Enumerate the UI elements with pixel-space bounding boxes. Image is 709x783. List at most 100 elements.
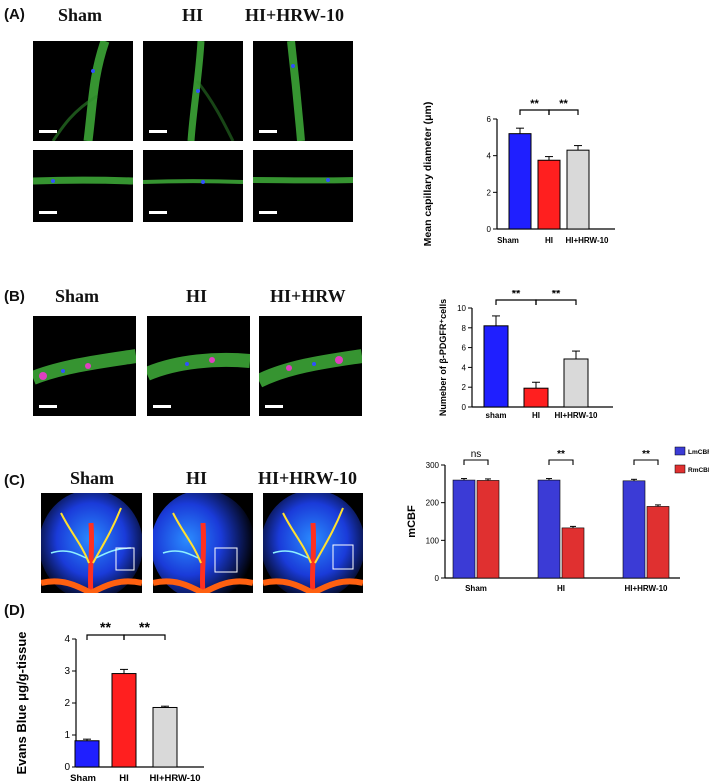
panel-c-label-hi: HI — [186, 468, 208, 488]
panel-letter-c: (C) — [4, 472, 25, 489]
bar — [622, 480, 646, 579]
significance-label: ** — [552, 290, 561, 300]
y-tick-label: 6 — [487, 115, 492, 124]
vessel-image — [33, 349, 136, 385]
scale-bar — [153, 405, 171, 408]
significance-label: ** — [100, 619, 111, 635]
micrograph-a-hrw-bottom — [253, 150, 353, 222]
y-axis-label: Evans Blue μg/g-tissue — [14, 631, 29, 774]
bar — [523, 387, 549, 408]
y-axis-label: mCBF — [406, 505, 418, 538]
y-tick-label: 300 — [426, 461, 440, 470]
significance-label: ** — [557, 449, 565, 460]
y-axis-label: Numeber of β-PDGFR⁺cells — [438, 299, 448, 416]
micrograph-a-sham-bottom — [33, 150, 133, 222]
legend-label: LmCBF — [688, 449, 709, 456]
chart-b-pdgfr-cells: 0 2 4 6 8 10 Numeber of β-PDGFR⁺cells sham HI HI+… — [438, 290, 613, 420]
bar — [74, 740, 100, 768]
bar — [646, 506, 670, 579]
y-tick-label: 8 — [462, 324, 467, 333]
y-tick-label: 200 — [426, 499, 440, 508]
bar — [537, 159, 561, 230]
x-tick-label: HI — [557, 584, 565, 593]
significance-bracket — [535, 299, 577, 305]
panel-a-label-sham: Sham — [58, 5, 103, 25]
legend-swatch — [674, 464, 686, 474]
y-tick-label: 10 — [457, 304, 466, 313]
x-tick-label: Sham — [497, 236, 519, 245]
bar — [483, 325, 509, 408]
laser-doppler-image — [153, 493, 253, 593]
y-tick-label: 0 — [64, 762, 70, 773]
y-tick-label: 1 — [64, 730, 70, 741]
y-tick-label: 0 — [435, 574, 440, 583]
panel-b-label-hi: HI — [186, 286, 208, 306]
significance-bracket — [548, 459, 574, 465]
vessel-image — [287, 41, 305, 141]
significance-bracket — [519, 109, 550, 115]
y-tick-label: 100 — [426, 536, 440, 545]
significance-label: ** — [642, 449, 650, 460]
panel-letter-d: (D) — [4, 602, 25, 619]
vessel-image — [253, 177, 353, 184]
micrograph-b-hrw — [259, 316, 362, 416]
chart-a-capillary-diameter: 0 2 4 6 Mean capillary diameter (μm) Sham HI HI… — [422, 98, 615, 247]
vessel-image — [33, 176, 133, 185]
scale-bar — [259, 130, 277, 133]
bar — [537, 479, 561, 579]
panel-c-label-sham: Sham — [70, 468, 115, 488]
scale-bar — [39, 405, 57, 408]
panel-letter-b: (B) — [4, 288, 25, 305]
significance-bracket — [86, 634, 125, 640]
x-tick-label: HI+HRW-10 — [565, 236, 609, 245]
bar — [508, 133, 532, 230]
significance-label: ns — [471, 449, 482, 460]
vessel-image — [143, 179, 243, 184]
panel-b-label-sham: Sham — [55, 286, 100, 306]
scale-bar — [149, 130, 167, 133]
x-tick-label: HI — [532, 411, 540, 420]
y-tick-label: 4 — [64, 634, 70, 645]
micrograph-b-hi — [147, 316, 250, 416]
bar — [563, 358, 589, 408]
perfusion-image-hrw — [263, 493, 363, 593]
panel-c-label-hrw: HI+HRW-10 — [258, 468, 357, 488]
y-tick-label: 4 — [462, 363, 467, 372]
x-tick-label: HI+HRW-10 — [554, 411, 598, 420]
x-tick-label: Sham — [465, 584, 487, 593]
x-tick-label: HI — [545, 236, 553, 245]
panel-a-label-hrw: HI+HRW-10 — [245, 5, 344, 25]
significance-bracket — [548, 109, 579, 115]
y-tick-label: 0 — [462, 403, 467, 412]
perfusion-image-sham — [41, 493, 142, 593]
legend-label: RmCBF — [688, 467, 709, 474]
y-tick-label: 4 — [487, 152, 492, 161]
micrograph-a-sham-top — [33, 41, 133, 141]
panel-letter-a: (A) — [4, 6, 25, 23]
significance-bracket — [463, 459, 489, 465]
significance-label: ** — [559, 98, 568, 110]
perfusion-image-hi — [153, 493, 253, 593]
bar — [566, 149, 590, 230]
y-tick-label: 2 — [64, 698, 70, 709]
significance-bracket — [123, 634, 166, 640]
bar — [452, 479, 476, 579]
scale-bar — [259, 211, 277, 214]
bar — [476, 480, 500, 579]
legend-swatch — [674, 446, 686, 456]
x-tick-label: HI+HRW-10 — [624, 584, 668, 593]
x-tick-label: HI+HRW-10 — [149, 773, 200, 782]
scale-bar — [265, 405, 283, 408]
significance-label: ** — [139, 619, 150, 635]
y-tick-label: 2 — [487, 188, 492, 197]
micrograph-a-hi-top — [143, 41, 243, 141]
x-tick-label: Sham — [70, 773, 96, 782]
scale-bar — [39, 211, 57, 214]
y-axis-label: Mean capillary diameter (μm) — [422, 102, 434, 247]
significance-label: ** — [530, 98, 539, 110]
chart-d-evans-blue: 0 1 2 3 4 Evans Blue μg/g-tissue Sham HI HI+HRW-… — [14, 619, 204, 782]
bar — [111, 673, 137, 768]
vessel-image — [147, 352, 250, 381]
micrograph-b-sham — [33, 316, 136, 416]
significance-bracket — [633, 459, 659, 465]
